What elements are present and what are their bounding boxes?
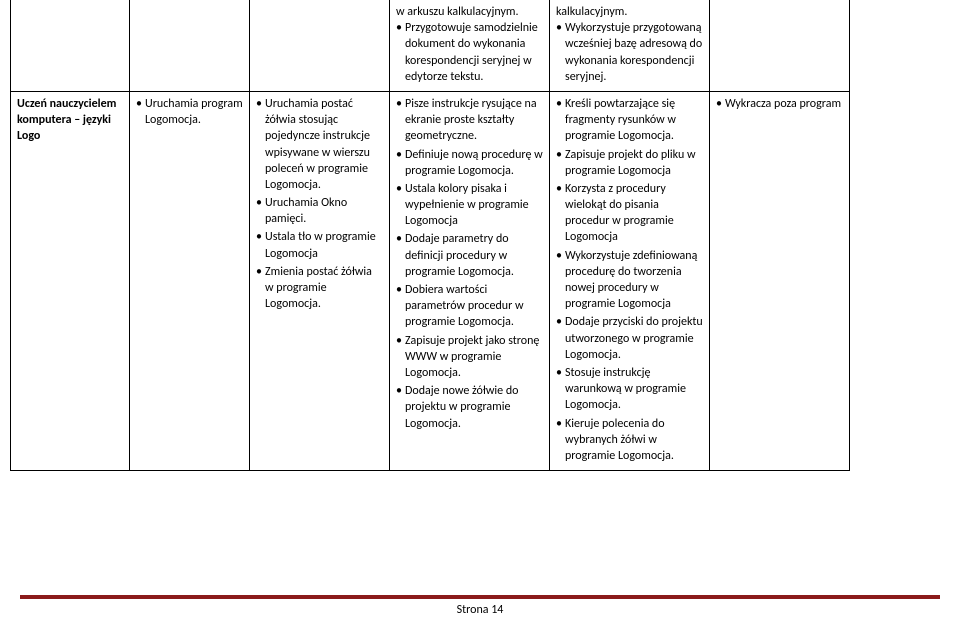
- bullet: Zapisuje projekt jako stronę WWW w progr…: [396, 333, 543, 382]
- cell-main-5: Wykracza poza program: [710, 92, 850, 471]
- footer-rule: [20, 595, 940, 599]
- bullet: Kieruje polecenia do wybranych żółwi w p…: [556, 416, 703, 465]
- cell-main-0: Uczeń nauczycielem komputera – języki Lo…: [10, 92, 130, 471]
- cell-main-4: Kreśli powtarzające się fragmenty rysunk…: [550, 92, 710, 471]
- list-c4: Kreśli powtarzające się fragmenty rysunk…: [556, 96, 703, 464]
- bullet: Pisze instrukcje rysujące na ekranie pro…: [396, 96, 543, 145]
- bullet: Uruchamia program Logomocja.: [136, 96, 243, 128]
- list-c2: Uruchamia postać żółwia stosując pojedyn…: [256, 96, 383, 312]
- bullet: Definiuje nową procedurę w programie Log…: [396, 147, 543, 179]
- bullet: Wykracza poza program: [716, 96, 843, 112]
- bullet: Korzysta z procedury wielokąt do pisania…: [556, 181, 703, 246]
- text: kalkulacyjnym.: [556, 4, 703, 20]
- list-c5: Wykracza poza program: [716, 96, 843, 112]
- bullet: Dobiera wartości parametrów procedur w p…: [396, 282, 543, 331]
- cell-main-3: Pisze instrukcje rysujące na ekranie pro…: [390, 92, 550, 471]
- cell-top-1: [130, 0, 250, 92]
- cell-top-3: w arkuszu kalkulacyjnym. Przygotowuje sa…: [390, 0, 550, 92]
- bullet: Stosuje instrukcję warunkową w programie…: [556, 365, 703, 414]
- bullet: Ustala kolory pisaka i wypełnienie w pro…: [396, 181, 543, 230]
- bullet: Zapisuje projekt do pliku w programie Lo…: [556, 147, 703, 179]
- list-c1: Uruchamia program Logomocja.: [136, 96, 243, 128]
- bullet: Zmienia postać żółwia w programie Logomo…: [256, 264, 383, 313]
- bullet: Wykorzystuje przygotowaną wcześniej bazę…: [556, 20, 703, 85]
- cell-top-2: [250, 0, 390, 92]
- bullet: Wykorzystuje zdefiniowaną procedurę do t…: [556, 248, 703, 313]
- bullet: Uruchamia postać żółwia stosując pojedyn…: [256, 96, 383, 193]
- bullet: Dodaje nowe żółwie do projektu w program…: [396, 383, 543, 432]
- bullet: Ustala tło w programie Logomocja: [256, 229, 383, 261]
- cell-top-4: kalkulacyjnym. Wykorzystuje przygotowaną…: [550, 0, 710, 92]
- bullet: Przygotowuje samodzielnie dokument do wy…: [396, 20, 543, 85]
- list-c3: Pisze instrukcje rysujące na ekranie pro…: [396, 96, 543, 432]
- cell-main-2: Uruchamia postać żółwia stosując pojedyn…: [250, 92, 390, 471]
- cell-top-5: [710, 0, 850, 92]
- cell-top-0: [10, 0, 130, 92]
- bullet: Uruchamia Okno pamięci.: [256, 195, 383, 227]
- table-top-row: w arkuszu kalkulacyjnym. Przygotowuje sa…: [10, 0, 950, 92]
- bullet: Kreśli powtarzające się fragmenty rysunk…: [556, 96, 703, 145]
- footer: Strona 14: [0, 595, 960, 617]
- bullet: Dodaje parametry do definicji procedury …: [396, 231, 543, 280]
- cell-main-1: Uruchamia program Logomocja.: [130, 92, 250, 471]
- page-number: Strona 14: [0, 603, 960, 617]
- text: w arkuszu kalkulacyjnym.: [396, 4, 543, 20]
- bullet: Dodaje przyciski do projektu utworzonego…: [556, 314, 703, 363]
- table-main-row: Uczeń nauczycielem komputera – języki Lo…: [10, 92, 950, 471]
